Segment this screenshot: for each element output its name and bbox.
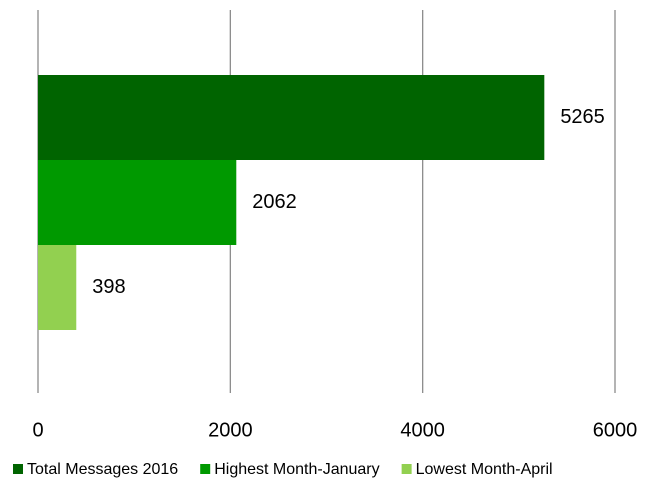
legend-label: Total Messages 2016 xyxy=(27,461,178,478)
legend-swatch xyxy=(401,464,412,474)
legend-label: Highest Month-January xyxy=(214,461,379,478)
bar xyxy=(38,245,77,330)
legend-label: Lowest Month-April xyxy=(416,461,553,478)
x-tick-label: 4000 xyxy=(400,419,445,441)
legend-swatch xyxy=(13,464,23,474)
data-label: 398 xyxy=(92,276,125,298)
bar xyxy=(38,75,545,160)
bar xyxy=(38,160,237,245)
data-label: 2062 xyxy=(252,191,296,213)
x-tick-label: 2000 xyxy=(208,419,253,441)
data-label: 5265 xyxy=(560,106,605,128)
x-tick-label: 0 xyxy=(32,419,43,441)
legend-swatch xyxy=(200,464,211,474)
x-tick-label: 6000 xyxy=(593,419,638,441)
